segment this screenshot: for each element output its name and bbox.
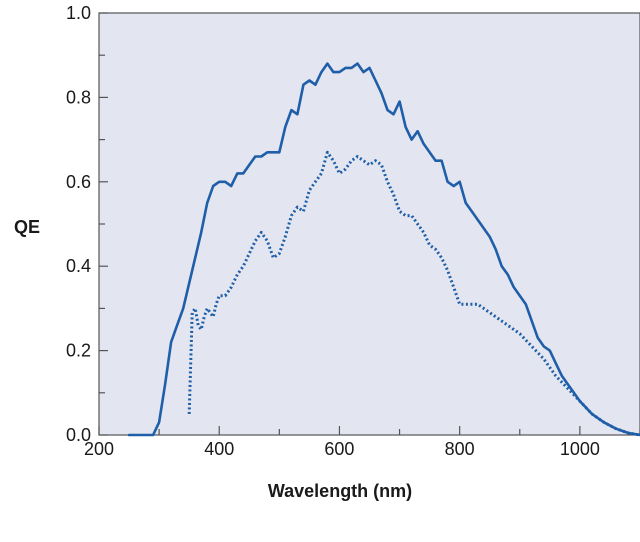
x-axis-title: Wavelength (nm) — [268, 481, 412, 501]
y-tick-label: 1.0 — [66, 3, 91, 23]
plot-area — [98, 12, 640, 436]
x-tick-label: 800 — [445, 439, 475, 459]
y-tick-label: 0.8 — [66, 87, 91, 107]
solid-qe-line — [127, 62, 640, 437]
y-tick-label: 0.0 — [66, 425, 91, 445]
x-axis: 200 400 600 800 1000 — [84, 426, 640, 459]
x-tick-label: 600 — [324, 439, 354, 459]
x-tick-label: 1000 — [560, 439, 600, 459]
y-tick-label: 0.6 — [66, 172, 91, 192]
y-tick-label: 0.4 — [66, 256, 91, 276]
y-axis-title: QE — [14, 217, 40, 237]
x-tick-label: 200 — [84, 439, 114, 459]
y-tick-label: 0.2 — [66, 341, 91, 361]
series-layer — [127, 62, 640, 437]
x-tick-label: 400 — [204, 439, 234, 459]
y-axis: 0.0 0.2 0.4 0.6 0.8 1.0 — [66, 3, 108, 445]
